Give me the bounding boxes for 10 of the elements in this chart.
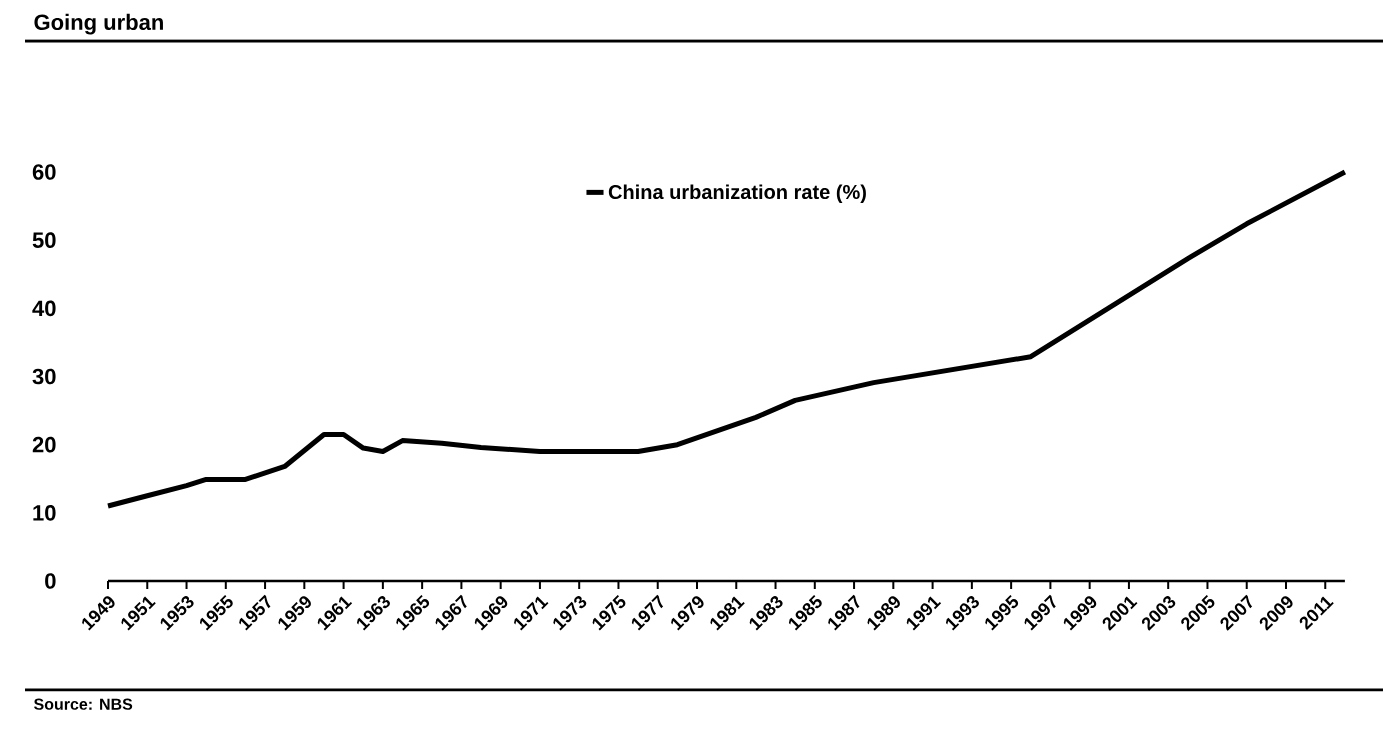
y-tick-label: 20 bbox=[32, 436, 56, 453]
y-tick-label: 40 bbox=[32, 300, 56, 317]
legend-label: China urbanization rate (%) bbox=[608, 184, 866, 204]
chart-title: Going urban bbox=[34, 13, 163, 35]
y-tick-label: 10 bbox=[33, 505, 56, 521]
y-tick-label: 0 bbox=[45, 573, 56, 589]
y-tick-label: 50 bbox=[32, 232, 56, 248]
y-tick-label: 30 bbox=[32, 368, 56, 385]
y-tick-label: 60 bbox=[32, 164, 56, 180]
source-note: Source: NBS bbox=[33, 698, 133, 710]
